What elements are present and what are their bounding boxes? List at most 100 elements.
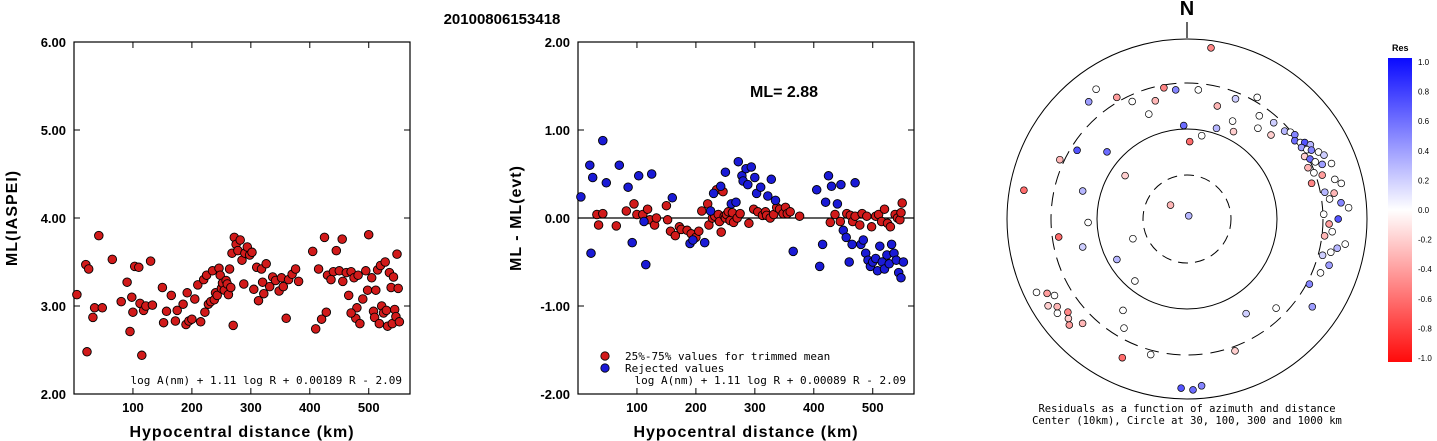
p3-station-point [1179,121,1188,130]
p2-y-axis-label: ML - ML(evt) [508,165,525,271]
p2-data-point-rejected [715,181,726,192]
p3-station-point [1212,124,1221,133]
p3-station-point [1118,353,1127,362]
p2-data-point-trimmed [897,198,907,208]
p3-station-point [1131,277,1139,285]
p1-data-point [239,279,249,289]
p3-station-point [1078,319,1087,328]
p1-data-point [355,318,365,329]
p3-station-point [1321,188,1329,196]
p3-station-point [1304,163,1312,172]
p2-data-point-trimmed [621,206,632,216]
p1-data-point [380,257,390,267]
p3-station-point [1242,309,1250,318]
p2-data-point-trimmed [629,199,639,209]
p2-data-point-trimmed [866,222,877,232]
p1-data-point [264,281,275,292]
colorbar-tick-label: -1.0 [1418,354,1432,363]
colorbar-tick-label: 0.2 [1418,176,1430,185]
p2-data-point-rejected [750,172,760,183]
p3-station-point [1318,171,1326,179]
p3-station-point [1092,85,1100,93]
p2-data-point-rejected [641,259,651,270]
p1-data-point [313,264,324,274]
p2-legend-marker-trimmed [600,351,610,361]
p1-data-point [361,266,371,276]
p2-data-point-trimmed [785,207,795,217]
p2-data-point-rejected [646,169,657,179]
p1-data-point [178,299,188,309]
p3-station-point [1103,148,1111,156]
p3-station-point [1229,127,1238,136]
p1-data-point [337,234,347,244]
p2-data-point-trimmed [651,213,662,223]
p2-data-point-rejected [586,248,596,258]
p3-station-point [1053,309,1062,317]
p1-x-axis-label: Hypocentral distance (km) [129,424,354,441]
p2-data-point-trimmed [697,206,707,216]
p2-y-tick-label: 0.00 [545,211,570,226]
p2-data-point-rejected [817,239,828,250]
p2-data-point-rejected [585,160,595,170]
p1-data-point [326,274,336,285]
p1-data-point [200,307,210,317]
p1-x-ticks: 100 200 300 400 500 [122,42,380,415]
p3-station-point [1307,146,1316,154]
colorbar-tick-label: 0.4 [1418,147,1430,156]
p2-legend-label-rejected: Rejected values [625,362,724,375]
colorbar-ticks: 1.0 0.8 0.6 0.4 0.2 0.0 -0.2 -0.4 -0.6 -0.8 -1.0 [1418,58,1432,363]
p2-data-point-rejected [847,239,857,250]
p1-x-tick-label: 300 [240,400,262,415]
p2-data-point-rejected [841,232,851,243]
p1-data-point [107,254,118,265]
colorbar-tick-label: -0.2 [1418,236,1432,245]
p2-data-point-rejected [598,135,608,146]
p1-data-point [369,312,380,323]
colorbar-tick-label: 0.8 [1418,88,1430,97]
p2-data-point-trimmed [744,218,754,229]
p1-data-point [116,296,126,307]
p2-data-point-trimmed [735,208,745,219]
p2-data-point-trimmed [862,211,872,221]
p2-data-point-rejected [875,241,885,251]
p2-data-point-rejected [699,237,710,248]
p3-station-point [1255,112,1264,120]
p1-data-point [253,295,264,306]
p2-x-tick-label: 200 [685,400,707,415]
p3-station-point [1146,350,1155,359]
colorbar-gradient [1388,58,1412,362]
p1-plot-frame [73,41,411,395]
p3-station-point [1171,86,1180,94]
p1-data-point [281,313,291,324]
p1-data-point [166,290,177,301]
p2-x-tick-label: 100 [626,400,648,415]
p1-data-point [392,249,402,259]
p2-data-point-trimmed [825,217,836,228]
p3-station-point [1053,302,1061,311]
ring-100km [1096,128,1278,310]
p3-station-point [1166,201,1175,209]
p1-data-point [259,288,269,299]
p1-x-tick-label: 500 [358,400,380,415]
p1-data-point [187,314,197,324]
p3-station-point [1325,261,1333,269]
p2-y-tick-label: 2.00 [545,35,570,50]
p1-data-point [321,307,332,317]
p2-data-point-rejected [836,179,846,190]
p2-data-point-rejected [731,197,741,207]
p3-station-point [1120,324,1128,332]
p2-x-tick-label: 300 [744,400,766,415]
p3-station-point [1320,151,1328,159]
p2-data-point-rejected [820,197,831,207]
p1-data-point [228,320,238,331]
p1-data-point [212,290,222,301]
p1-data-point [366,273,377,283]
p1-y-tick-label: 2.00 [41,387,66,402]
p1-y-tick-label: 3.00 [41,299,66,314]
p2-data-point-rejected [614,160,625,170]
p3-station-point [1305,280,1314,288]
p1-points [72,229,405,361]
p3-station-point [1307,179,1316,188]
p2-data-point-rejected [601,178,612,188]
